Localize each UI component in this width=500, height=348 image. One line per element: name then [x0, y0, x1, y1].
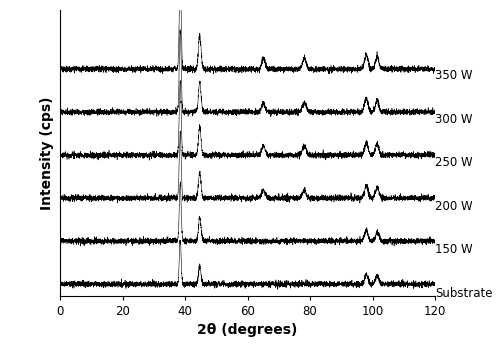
Text: 250 W: 250 W: [435, 156, 472, 169]
Text: 300 W: 300 W: [435, 112, 472, 126]
X-axis label: 2θ (degrees): 2θ (degrees): [198, 323, 298, 337]
Text: 200 W: 200 W: [435, 200, 472, 213]
Text: Substrate: Substrate: [435, 287, 492, 300]
Text: 150 W: 150 W: [435, 243, 472, 256]
Text: 350 W: 350 W: [435, 69, 472, 82]
Y-axis label: Intensity (cps): Intensity (cps): [40, 96, 54, 210]
